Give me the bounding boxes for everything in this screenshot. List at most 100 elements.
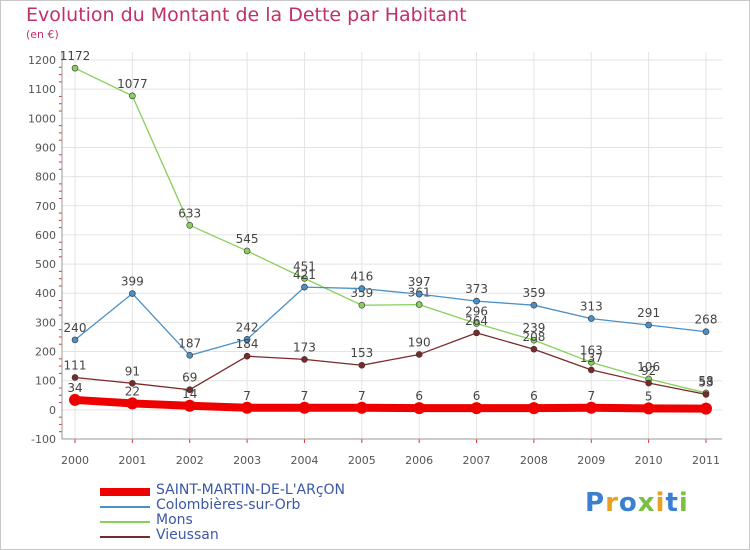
data-point <box>71 64 79 72</box>
logo-letter: x <box>637 488 656 518</box>
data-label: 240 <box>64 321 87 335</box>
data-label: 296 <box>465 305 488 319</box>
data-label: 264 <box>465 314 488 328</box>
data-point <box>700 402 712 415</box>
data-label: 6 <box>530 389 538 403</box>
y-tick-label: 400 <box>35 287 56 300</box>
data-label: 7 <box>301 389 309 403</box>
data-label: 91 <box>125 364 140 378</box>
logo-letter: t <box>665 488 679 518</box>
data-label: 22 <box>125 384 140 398</box>
data-point <box>530 345 538 353</box>
logo-letter: P <box>585 488 606 518</box>
legend-swatch <box>100 536 150 538</box>
data-point <box>129 92 136 100</box>
data-label: 451 <box>293 259 316 273</box>
data-point <box>413 402 426 415</box>
data-point <box>71 374 79 381</box>
data-point <box>183 399 196 412</box>
data-point <box>585 401 598 414</box>
data-label: 373 <box>465 282 488 296</box>
data-label: 7 <box>243 389 251 403</box>
data-point <box>415 351 423 358</box>
legend-swatch <box>100 521 150 523</box>
x-tick-label: 2010 <box>635 454 663 467</box>
x-tick-label: 2011 <box>692 454 720 467</box>
y-tick-label: 1000 <box>28 112 56 125</box>
series-line <box>74 332 707 396</box>
data-label: 239 <box>522 321 545 335</box>
data-label: 268 <box>695 313 718 327</box>
data-label: 163 <box>580 343 603 357</box>
data-point <box>473 297 480 305</box>
x-tick-label: 2002 <box>176 454 204 467</box>
data-label: 111 <box>64 358 87 372</box>
data-point <box>126 397 139 410</box>
legend-swatch <box>100 488 150 496</box>
y-tick-label: 500 <box>35 258 56 271</box>
y-tick-label: -100 <box>31 433 56 446</box>
data-label: 187 <box>178 336 201 350</box>
data-label: 14 <box>182 387 197 401</box>
logo-letter: o <box>618 488 638 518</box>
x-tick-label: 2000 <box>61 454 89 467</box>
data-label: 7 <box>358 389 366 403</box>
data-point <box>301 283 308 291</box>
x-tick-label: 2006 <box>405 454 433 467</box>
data-point <box>358 361 366 369</box>
data-label: 184 <box>236 337 259 351</box>
x-tick-label: 2003 <box>233 454 261 467</box>
data-point <box>587 315 595 322</box>
y-tick-label: 200 <box>35 346 56 359</box>
data-point <box>587 359 595 366</box>
data-label: 6 <box>473 389 481 403</box>
y-tick-label: 100 <box>35 375 56 388</box>
data-label: 359 <box>522 286 545 300</box>
data-point <box>186 352 194 359</box>
data-point <box>702 328 710 336</box>
legend-label: Colombières-sur-Orb <box>156 497 301 513</box>
y-tick-label: 700 <box>35 200 56 213</box>
x-tick-label: 2001 <box>118 454 146 467</box>
data-point <box>186 222 194 229</box>
data-point <box>355 401 368 414</box>
data-point <box>473 329 480 337</box>
data-label: 6 <box>415 389 423 403</box>
data-point <box>129 380 136 387</box>
y-tick-label: 0 <box>49 404 56 417</box>
series-line <box>74 67 707 394</box>
proxiti-logo: Proxiti <box>585 488 689 518</box>
data-label: 545 <box>236 232 259 246</box>
data-label: 421 <box>293 268 316 282</box>
legend-label: SAINT-MARTIN-DE-L'ARçON <box>156 482 346 498</box>
data-label: 208 <box>522 330 545 344</box>
x-tick-label: 2008 <box>520 454 548 467</box>
data-point <box>530 336 538 344</box>
data-point <box>129 290 136 297</box>
logo-letter: r <box>605 488 619 518</box>
x-tick-label: 2007 <box>463 454 491 467</box>
data-point <box>645 321 652 329</box>
logo-letter: i <box>655 488 666 518</box>
y-tick-label: 1200 <box>28 54 56 67</box>
chart-unit-label: (en €) <box>26 28 59 41</box>
data-point <box>473 320 480 327</box>
data-label: 1077 <box>117 77 148 91</box>
chart-title: Evolution du Montant de la Dette par Hab… <box>26 4 467 26</box>
data-point <box>358 285 366 292</box>
data-label: 190 <box>408 335 431 349</box>
data-point <box>530 301 538 309</box>
data-label: 399 <box>121 275 144 289</box>
y-tick-label: 1100 <box>28 83 56 96</box>
logo-letter: i <box>678 488 689 518</box>
data-label: 92 <box>641 364 656 378</box>
data-point <box>69 393 81 406</box>
y-tick-label: 600 <box>35 229 56 242</box>
data-label: 153 <box>350 346 373 360</box>
data-label: 53 <box>698 375 713 389</box>
data-point <box>415 301 423 308</box>
data-label: 397 <box>408 275 431 289</box>
data-point <box>301 275 308 282</box>
data-point <box>298 401 311 414</box>
